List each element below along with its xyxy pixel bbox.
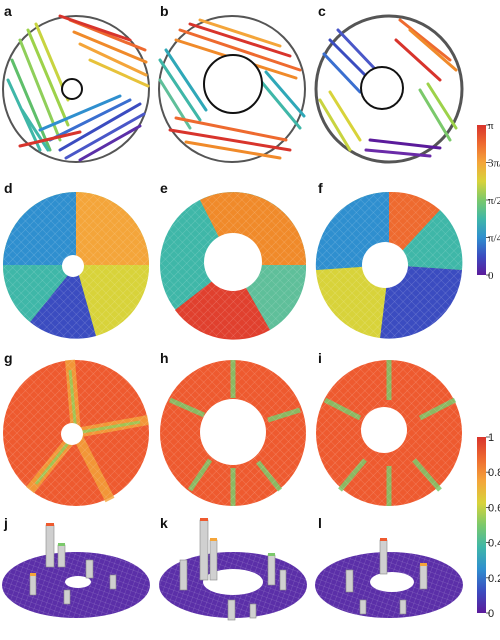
- panel-i-order-field: [316, 360, 462, 506]
- colorbar-tick-label: 0.6: [488, 502, 500, 514]
- panel-label-i: i: [318, 350, 322, 366]
- colorbar-tick-label: 0: [488, 608, 494, 620]
- panel-f-angle-field: [315, 191, 463, 339]
- colorbar-angle-bar: [477, 125, 486, 275]
- colorbar-tick-label: 0.4: [488, 538, 500, 550]
- colorbar-order-bar: [477, 437, 486, 613]
- panel-label-h: h: [160, 350, 169, 366]
- colorbar-order: 1 0.8 0.6 0.4 0.2 0: [477, 432, 500, 620]
- panel-label-c: c: [318, 3, 326, 19]
- colorbar-tick-label: 1: [488, 432, 494, 444]
- colorbar-tick-label: π/4: [488, 233, 500, 245]
- panel-b-rods: [158, 15, 306, 163]
- panel-d-angle-field: [2, 192, 150, 339]
- panel-label-f: f: [318, 180, 323, 196]
- panel-j-3d-surface: [2, 523, 150, 618]
- colorbar-tick-label: 0.2: [488, 573, 500, 585]
- colorbar-tick-label: π/2: [488, 195, 500, 207]
- colorbar-tick-label: 0: [488, 270, 494, 282]
- panel-e-angle-field: [160, 192, 307, 340]
- panel-label-k: k: [160, 515, 168, 531]
- panel-label-e: e: [160, 180, 168, 196]
- panel-label-j: j: [3, 515, 8, 531]
- panel-label-l: l: [318, 515, 322, 531]
- colorbar-tick-label: π: [488, 120, 494, 132]
- panel-g-order-field: [3, 359, 149, 506]
- panel-l-3d-surface: [315, 538, 463, 618]
- panel-k-3d-surface: [159, 518, 307, 621]
- panel-h-order-field: [160, 360, 306, 506]
- panel-label-g: g: [4, 350, 13, 366]
- panel-label-d: d: [4, 180, 13, 196]
- colorbar-angle: π 3π/4 π/2 π/4 0: [477, 120, 500, 282]
- colorbar-tick-label: 3π/4: [488, 158, 500, 170]
- colorbar-tick-label: 0.8: [488, 467, 500, 479]
- panel-label-b: b: [160, 3, 169, 19]
- panel-a-rods: [2, 14, 150, 163]
- panel-c-rods: [314, 14, 464, 164]
- panel-label-a: a: [4, 3, 12, 19]
